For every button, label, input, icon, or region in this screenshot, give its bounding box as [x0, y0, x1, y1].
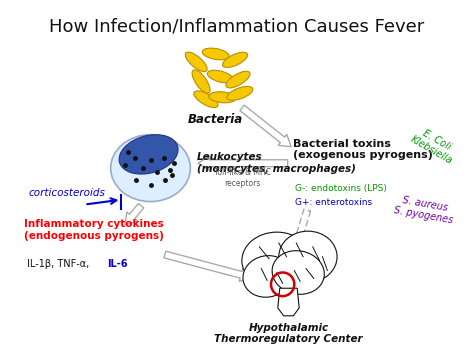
- Ellipse shape: [185, 52, 207, 72]
- Ellipse shape: [209, 92, 236, 103]
- FancyArrowPatch shape: [198, 156, 288, 170]
- FancyArrowPatch shape: [125, 203, 144, 225]
- Text: Inflammatory cytokines
(endogenous pyrogens): Inflammatory cytokines (endogenous pyrog…: [24, 219, 164, 241]
- Text: Toll-like & MHC
receptors: Toll-like & MHC receptors: [214, 168, 271, 187]
- Text: S. aureus
S. pyogenes: S. aureus S. pyogenes: [393, 193, 456, 225]
- Text: Hypothalamic
Thermoregulatory Center: Hypothalamic Thermoregulatory Center: [214, 323, 363, 344]
- Ellipse shape: [279, 231, 337, 282]
- FancyArrowPatch shape: [164, 251, 252, 282]
- Ellipse shape: [227, 86, 253, 100]
- Text: Bacteria: Bacteria: [188, 113, 243, 126]
- Ellipse shape: [111, 135, 191, 202]
- Ellipse shape: [192, 70, 210, 93]
- Ellipse shape: [194, 91, 218, 108]
- Ellipse shape: [226, 71, 250, 88]
- Text: G-: endotoxins (LPS): G-: endotoxins (LPS): [295, 184, 387, 193]
- Text: Leukocytes
(monocytes, macrophages): Leukocytes (monocytes, macrophages): [197, 152, 356, 174]
- Ellipse shape: [222, 52, 247, 67]
- Ellipse shape: [119, 135, 178, 174]
- FancyArrowPatch shape: [240, 105, 291, 147]
- Text: Bacterial toxins
(exogenous pyrogens): Bacterial toxins (exogenous pyrogens): [293, 138, 433, 160]
- Text: IL-6: IL-6: [107, 259, 128, 269]
- Text: G+: enterotoxins: G+: enterotoxins: [295, 198, 373, 207]
- Ellipse shape: [202, 48, 229, 60]
- FancyArrowPatch shape: [291, 209, 310, 254]
- Text: IL-1β, TNF-α,: IL-1β, TNF-α,: [27, 259, 92, 269]
- Ellipse shape: [243, 256, 292, 297]
- Ellipse shape: [272, 251, 324, 294]
- Ellipse shape: [242, 232, 312, 289]
- Polygon shape: [278, 288, 299, 316]
- Text: How Infection/Inflammation Causes Fever: How Infection/Inflammation Causes Fever: [49, 17, 425, 36]
- Ellipse shape: [207, 70, 234, 83]
- Text: E. Coli
Klebsiella: E. Coli Klebsiella: [409, 125, 460, 166]
- Text: corticosteroids: corticosteroids: [28, 188, 105, 198]
